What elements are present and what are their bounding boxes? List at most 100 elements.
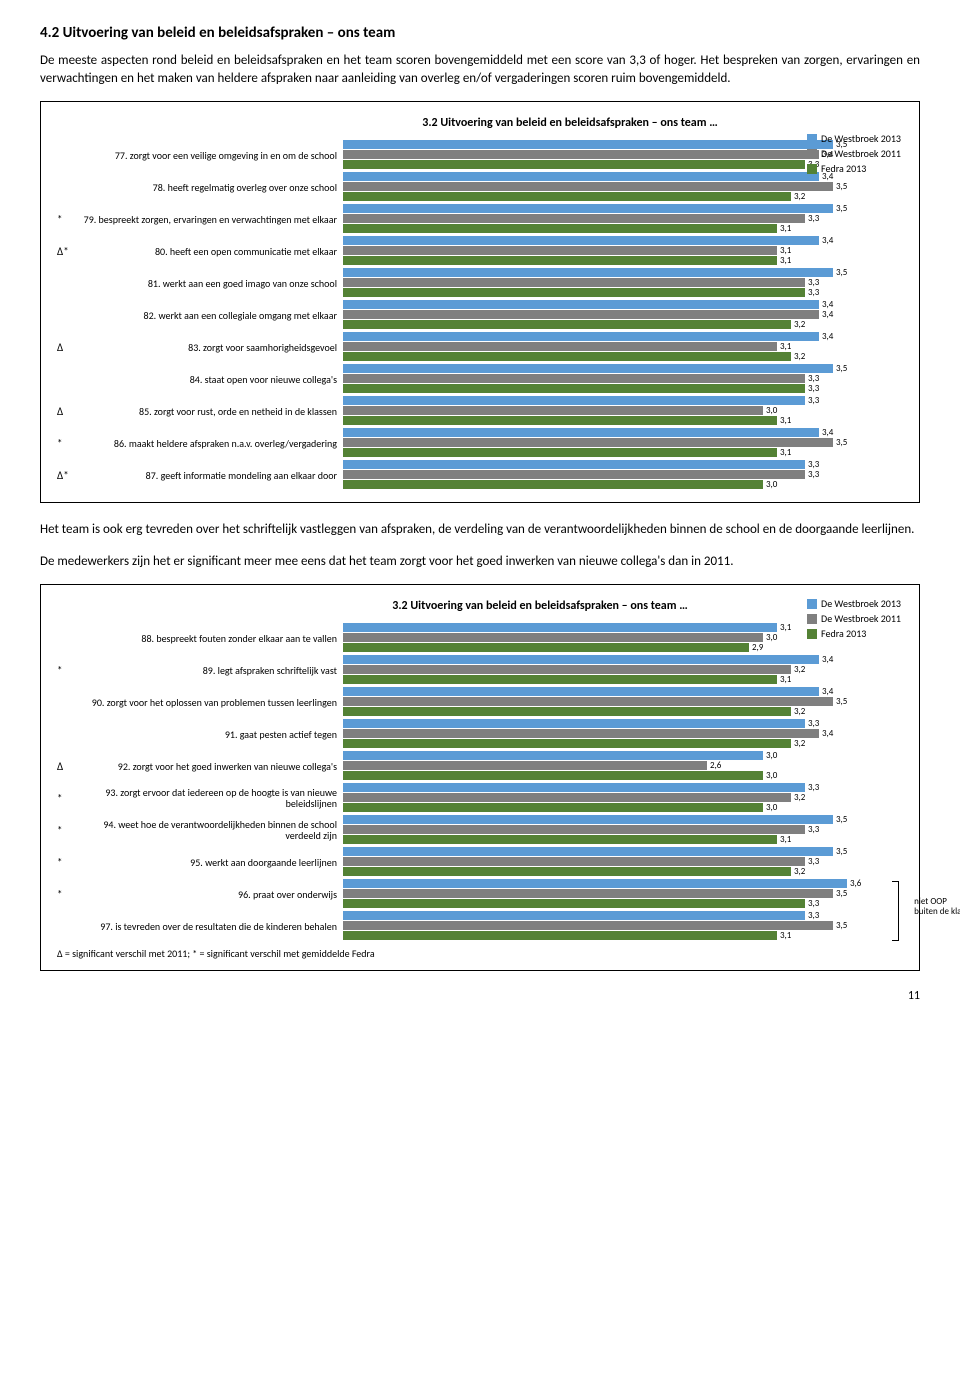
bar-value: 3,2 (794, 738, 805, 749)
bar-value: 3,5 (836, 363, 847, 374)
chart-row: 78. heeft regelmatig overleg over onze s… (57, 172, 903, 202)
bar-value: 3,5 (836, 203, 847, 214)
chart-row: 90. zorgt voor het oplossen van probleme… (57, 687, 903, 717)
bar (343, 406, 763, 415)
legend-item: Fedra 2013 (807, 162, 901, 175)
legend-label: De Westbroek 2013 (821, 597, 901, 610)
bar (343, 256, 777, 265)
bar (343, 633, 763, 642)
bar (343, 867, 791, 876)
bar (343, 236, 819, 245)
bar (343, 889, 833, 898)
row-label: 78. heeft regelmatig overleg over onze s… (77, 182, 343, 193)
bar-value: 3,3 (808, 383, 819, 394)
bar (343, 150, 819, 159)
row-label: 97. is tevreden over de resultaten die d… (77, 921, 343, 932)
bar (343, 192, 791, 201)
legend-swatch (807, 164, 817, 174)
bar (343, 803, 763, 812)
bar (343, 416, 777, 425)
row-label: 94. weet hoe de verantwoordelijkheden bi… (77, 819, 343, 841)
bar (343, 342, 777, 351)
bar (343, 288, 805, 297)
bar (343, 384, 805, 393)
bar-value: 3,4 (822, 427, 833, 438)
bar (343, 815, 833, 824)
bar-value: 3,3 (808, 824, 819, 835)
bar-value: 3,6 (850, 878, 861, 889)
bar (343, 448, 777, 457)
row-marker: * (57, 437, 77, 450)
legend-item: De Westbroek 2011 (807, 147, 901, 160)
bar (343, 719, 805, 728)
row-label: 79. bespreekt zorgen, ervaringen en verw… (77, 214, 343, 225)
legend-swatch (807, 629, 817, 639)
row-marker: Δ (57, 760, 77, 773)
legend-swatch (807, 134, 817, 144)
bar (343, 847, 833, 856)
bar-value: 3,5 (836, 437, 847, 448)
bar-value: 3,3 (808, 213, 819, 224)
bar-value: 3,4 (822, 728, 833, 739)
chart-2-footnote: Δ = significant verschil met 2011; * = s… (57, 947, 903, 960)
bar (343, 761, 707, 770)
bar (343, 771, 763, 780)
chart-row: Δ85. zorgt voor rust, orde en netheid in… (57, 396, 903, 426)
bar (343, 438, 833, 447)
row-marker: * (57, 213, 77, 226)
bar-value: 3,4 (822, 235, 833, 246)
bar (343, 332, 819, 341)
legend-label: Fedra 2013 (821, 162, 866, 175)
paragraph-2: Het team is ook erg tevreden over het sc… (40, 521, 920, 539)
row-marker: * (57, 792, 77, 805)
chart-row: Δ*80. heeft een open communicatie met el… (57, 236, 903, 266)
bar (343, 160, 805, 169)
bar-value: 3,0 (766, 802, 777, 813)
row-marker: Δ* (57, 469, 77, 482)
bar-value: 3,2 (794, 706, 805, 717)
row-label: 89. legt afspraken schriftelijk vast (77, 665, 343, 676)
bar (343, 460, 805, 469)
bar (343, 825, 805, 834)
chart-row: 81. werkt aan een goed imago van onze sc… (57, 268, 903, 298)
bar (343, 224, 777, 233)
chart-row: 84. staat open voor nieuwe collega's 3,5 3… (57, 364, 903, 394)
bar (343, 268, 833, 277)
bar-value: 3,3 (808, 718, 819, 729)
bar (343, 687, 819, 696)
bar-value: 3,1 (780, 415, 791, 426)
row-label: 90. zorgt voor het oplossen van probleme… (77, 697, 343, 708)
row-label: 84. staat open voor nieuwe collega's (77, 374, 343, 385)
legend-swatch (807, 614, 817, 624)
bar-value: 3,2 (794, 664, 805, 675)
bar (343, 320, 791, 329)
row-label: 86. maakt heldere afspraken n.a.v. overl… (77, 438, 343, 449)
bar-value: 3,1 (780, 622, 791, 633)
chart-row: 88. bespreekt fouten zonder elkaar aan t… (57, 623, 903, 653)
bar (343, 278, 805, 287)
legend-item: Fedra 2013 (807, 627, 901, 640)
section-heading: 4.2 Uitvoering van beleid en beleidsafsp… (40, 24, 920, 42)
bar-value: 3,2 (794, 319, 805, 330)
bar-value: 3,2 (794, 792, 805, 803)
bar-value: 3,3 (808, 782, 819, 793)
paragraph-3: De medewerkers zijn het er significant m… (40, 553, 920, 571)
chart-1: 3.2 Uitvoering van beleid en beleidsafsp… (40, 101, 920, 503)
bar-value: 3,1 (780, 834, 791, 845)
bar-value: 3,1 (780, 255, 791, 266)
bar-value: 3,4 (822, 309, 833, 320)
bar-value: 3,4 (822, 686, 833, 697)
legend-item: De Westbroek 2013 (807, 597, 901, 610)
row-marker: Δ* (57, 245, 77, 258)
row-label: 80. heeft een open communicatie met elka… (77, 246, 343, 257)
bar (343, 675, 777, 684)
bar (343, 396, 805, 405)
bar (343, 697, 833, 706)
page-number: 11 (40, 989, 920, 1003)
chart-row: 97. is tevreden over de resultaten die d… (57, 911, 903, 941)
bar (343, 214, 805, 223)
legend-label: De Westbroek 2011 (821, 147, 901, 160)
chart-row: *95. werkt aan doorgaande leerlijnen3,53… (57, 847, 903, 877)
bar-value: 3,1 (780, 447, 791, 458)
chart-row: 82. werkt aan een collegiale omgang met … (57, 300, 903, 330)
